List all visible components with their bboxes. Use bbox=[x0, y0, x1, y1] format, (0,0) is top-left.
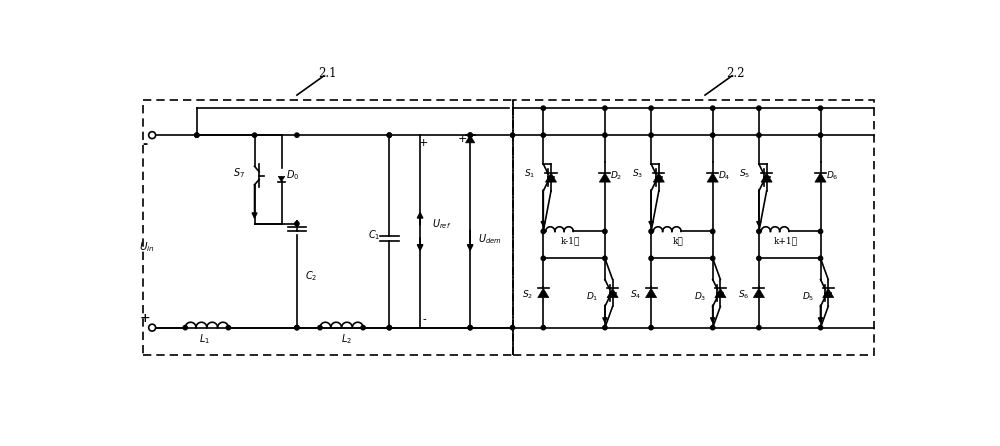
Polygon shape bbox=[646, 289, 657, 297]
Polygon shape bbox=[761, 173, 772, 182]
Polygon shape bbox=[653, 173, 664, 182]
Text: $D_3$: $D_3$ bbox=[694, 291, 707, 303]
Text: $S_1$: $S_1$ bbox=[524, 167, 535, 180]
Circle shape bbox=[295, 326, 299, 330]
Circle shape bbox=[649, 229, 653, 234]
Circle shape bbox=[818, 326, 823, 330]
Circle shape bbox=[603, 133, 607, 137]
Circle shape bbox=[757, 256, 761, 260]
Polygon shape bbox=[538, 289, 549, 297]
Circle shape bbox=[603, 229, 607, 234]
Text: $L_1$: $L_1$ bbox=[199, 332, 210, 346]
Circle shape bbox=[757, 133, 761, 137]
Polygon shape bbox=[753, 289, 764, 297]
Text: $S_4$: $S_4$ bbox=[630, 288, 641, 301]
Text: $S_6$: $S_6$ bbox=[738, 288, 749, 301]
Circle shape bbox=[387, 133, 391, 137]
Polygon shape bbox=[466, 135, 475, 143]
Circle shape bbox=[295, 133, 299, 137]
Circle shape bbox=[468, 133, 472, 137]
Circle shape bbox=[757, 326, 761, 330]
Circle shape bbox=[195, 133, 199, 137]
Polygon shape bbox=[599, 173, 610, 182]
Circle shape bbox=[818, 133, 823, 137]
Circle shape bbox=[541, 256, 545, 260]
Text: $S_7$: $S_7$ bbox=[233, 166, 245, 180]
Text: $D_2$: $D_2$ bbox=[610, 169, 623, 182]
Circle shape bbox=[711, 133, 715, 137]
Text: $U_{in}$: $U_{in}$ bbox=[139, 240, 155, 254]
Text: $U_{dem}$: $U_{dem}$ bbox=[478, 232, 501, 246]
Circle shape bbox=[649, 106, 653, 110]
Circle shape bbox=[468, 326, 472, 330]
Polygon shape bbox=[815, 173, 826, 182]
Circle shape bbox=[387, 326, 391, 330]
Circle shape bbox=[649, 326, 653, 330]
Text: $D_4$: $D_4$ bbox=[718, 169, 731, 182]
Text: $D_5$: $D_5$ bbox=[802, 291, 814, 303]
Polygon shape bbox=[278, 176, 285, 182]
Circle shape bbox=[387, 133, 391, 137]
Text: $D_0$: $D_0$ bbox=[286, 169, 300, 182]
Circle shape bbox=[183, 326, 187, 330]
Circle shape bbox=[818, 106, 823, 110]
Circle shape bbox=[387, 326, 391, 330]
Text: +: + bbox=[458, 134, 467, 144]
Circle shape bbox=[711, 229, 715, 234]
Circle shape bbox=[603, 326, 607, 330]
Polygon shape bbox=[823, 289, 834, 297]
Circle shape bbox=[541, 106, 545, 110]
Text: +: + bbox=[140, 312, 151, 325]
Text: $U_{ref}$: $U_{ref}$ bbox=[432, 217, 451, 231]
Circle shape bbox=[318, 326, 322, 330]
Circle shape bbox=[361, 326, 365, 330]
Circle shape bbox=[818, 229, 823, 234]
Text: k相: k相 bbox=[673, 236, 683, 245]
Text: $C_1$: $C_1$ bbox=[368, 228, 380, 242]
Circle shape bbox=[195, 133, 199, 137]
Polygon shape bbox=[707, 173, 718, 182]
Circle shape bbox=[541, 229, 545, 234]
Text: $S_5$: $S_5$ bbox=[739, 167, 751, 180]
Circle shape bbox=[510, 326, 515, 330]
Bar bbox=[512, 100, 874, 355]
Text: k+1相: k+1相 bbox=[774, 236, 798, 245]
Text: -: - bbox=[143, 138, 148, 151]
Text: $D_6$: $D_6$ bbox=[826, 169, 838, 182]
Circle shape bbox=[541, 133, 545, 137]
Text: +: + bbox=[419, 138, 429, 148]
Polygon shape bbox=[545, 173, 557, 182]
Text: $S_2$: $S_2$ bbox=[522, 288, 533, 301]
Circle shape bbox=[603, 256, 607, 260]
Circle shape bbox=[295, 326, 299, 330]
Circle shape bbox=[295, 222, 299, 226]
Text: $D_1$: $D_1$ bbox=[586, 291, 599, 303]
Text: 2.1: 2.1 bbox=[318, 67, 337, 80]
Circle shape bbox=[252, 133, 257, 137]
Circle shape bbox=[468, 133, 472, 137]
Text: -: - bbox=[422, 315, 426, 325]
Text: $C_2$: $C_2$ bbox=[305, 269, 317, 283]
Text: 2.2: 2.2 bbox=[727, 67, 745, 80]
Circle shape bbox=[757, 106, 761, 110]
Circle shape bbox=[649, 133, 653, 137]
Circle shape bbox=[510, 133, 515, 137]
Circle shape bbox=[818, 256, 823, 260]
Circle shape bbox=[649, 256, 653, 260]
Bar bbox=[143, 100, 512, 355]
Circle shape bbox=[226, 326, 231, 330]
Circle shape bbox=[711, 106, 715, 110]
Polygon shape bbox=[715, 289, 726, 297]
Circle shape bbox=[711, 326, 715, 330]
Circle shape bbox=[603, 106, 607, 110]
Text: k-1相: k-1相 bbox=[561, 236, 580, 245]
Circle shape bbox=[711, 256, 715, 260]
Circle shape bbox=[468, 326, 472, 330]
Text: $S_3$: $S_3$ bbox=[632, 167, 643, 180]
Circle shape bbox=[541, 326, 545, 330]
Polygon shape bbox=[607, 289, 618, 297]
Circle shape bbox=[757, 229, 761, 234]
Text: $L_2$: $L_2$ bbox=[341, 332, 352, 346]
